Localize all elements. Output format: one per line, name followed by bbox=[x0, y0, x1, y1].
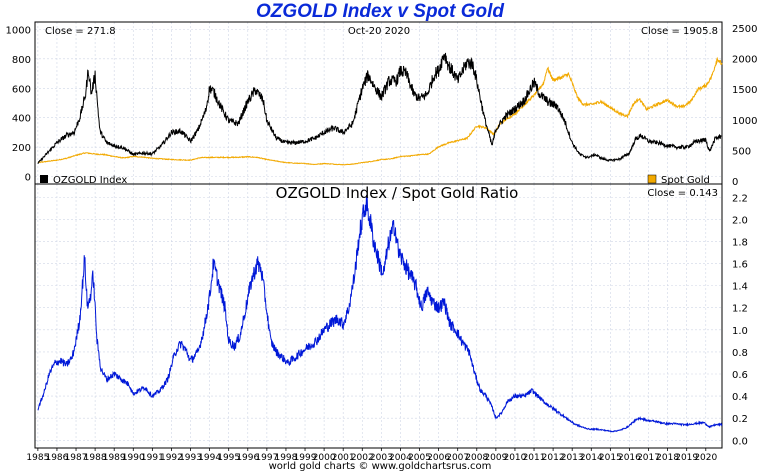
x-tick-label: 2013 bbox=[561, 453, 584, 463]
ratio-panel-title: OZGOLD Index / Spot Gold Ratio bbox=[276, 184, 519, 202]
x-tick-label: 1986 bbox=[45, 453, 68, 463]
bottom-tick-label: 2.0 bbox=[732, 215, 748, 226]
x-tick-label: 1987 bbox=[65, 453, 88, 463]
top-right-tick-label: 2000 bbox=[732, 55, 757, 66]
top-panel-grid bbox=[35, 22, 722, 184]
ozgold-legend-swatch bbox=[40, 175, 48, 183]
x-tick-label: 2011 bbox=[523, 453, 546, 463]
bottom-axis-ticks: 0.0 0.2 0.4 0.6 0.8 1.0 1.2 1.4 1.6 1.8 2.0 2.2 bbox=[732, 193, 748, 447]
top-left-tick-label: 400 bbox=[12, 114, 31, 125]
x-tick-label: 2020 bbox=[694, 453, 717, 463]
x-tick-label: 1993 bbox=[179, 453, 202, 463]
chart-date-label: Oct-20 2020 bbox=[348, 26, 410, 37]
x-tick-label: 2019 bbox=[675, 453, 698, 463]
bottom-tick-label: 1.0 bbox=[732, 326, 748, 337]
spot-gold-series-line bbox=[37, 56, 723, 166]
x-tick-label: 2015 bbox=[599, 453, 622, 463]
bottom-tick-label: 0.6 bbox=[732, 370, 748, 381]
bottom-tick-label: 1.4 bbox=[732, 282, 748, 293]
x-tick-label: 2007 bbox=[446, 453, 469, 463]
x-tick-label: 2003 bbox=[370, 453, 393, 463]
x-tick-label: 2000 bbox=[313, 453, 336, 463]
x-tick-label: 1990 bbox=[122, 453, 145, 463]
bottom-tick-label: 1.8 bbox=[732, 237, 748, 248]
x-tick-label: 2009 bbox=[484, 453, 507, 463]
x-tick-label: 2008 bbox=[465, 453, 488, 463]
top-left-tick-label: 0 bbox=[25, 173, 31, 184]
top-left-axis-ticks: 0 200 400 600 800 1000 bbox=[6, 25, 31, 183]
bottom-tick-label: 0.8 bbox=[732, 348, 748, 359]
bottom-tick-label: 0.2 bbox=[732, 414, 748, 425]
top-right-tick-label: 500 bbox=[732, 146, 751, 157]
bottom-tick-label: 0.0 bbox=[732, 436, 748, 447]
x-tick-label: 2012 bbox=[542, 453, 565, 463]
x-tick-label: 1996 bbox=[236, 453, 259, 463]
top-right-tick-label: 2500 bbox=[732, 24, 757, 35]
x-tick-label: 1998 bbox=[274, 453, 297, 463]
top-panel-frame bbox=[34, 21, 723, 185]
x-tick-label: 2002 bbox=[351, 453, 374, 463]
top-right-tick-label: 1500 bbox=[732, 85, 757, 96]
x-tick-label: 2018 bbox=[656, 453, 679, 463]
bottom-tick-label: 2.2 bbox=[732, 193, 748, 204]
x-tick-label: 2001 bbox=[332, 453, 355, 463]
chart-title: OZGOLD Index v Spot Gold bbox=[255, 1, 505, 22]
footer-credit: world gold charts © www.goldchartsrus.co… bbox=[268, 461, 492, 472]
top-right-tick-label: 0 bbox=[732, 177, 738, 188]
x-tick-label: 1988 bbox=[84, 453, 107, 463]
x-tick-label: 2010 bbox=[503, 453, 526, 463]
x-tick-label: 2014 bbox=[580, 453, 603, 463]
spot-gold-legend-swatch bbox=[647, 174, 657, 184]
top-left-tick-label: 1000 bbox=[6, 25, 31, 36]
x-axis-ticks: 1985198619871988198919901991199219931994… bbox=[26, 448, 718, 463]
bottom-panel-series bbox=[37, 195, 723, 433]
ratio-close-label: Close = 0.143 bbox=[647, 188, 718, 199]
x-tick-label: 2006 bbox=[427, 453, 450, 463]
x-tick-label: 2004 bbox=[389, 453, 412, 463]
x-tick-label: 1985 bbox=[26, 453, 49, 463]
x-tick-label: 1997 bbox=[255, 453, 278, 463]
x-tick-label: 1989 bbox=[103, 453, 126, 463]
bottom-tick-label: 0.4 bbox=[732, 392, 748, 403]
top-right-axis-ticks: 0 500 1000 1500 2000 2500 bbox=[732, 24, 757, 188]
x-tick-label: 2017 bbox=[637, 453, 660, 463]
ozgold-series-line bbox=[37, 52, 722, 165]
ratio-series-line bbox=[37, 195, 723, 433]
ozgold-legend-label: OZGOLD Index bbox=[53, 175, 127, 186]
spot-gold-legend-label: Spot Gold bbox=[661, 175, 710, 186]
bottom-tick-label: 1.6 bbox=[732, 260, 748, 271]
bottom-tick-label: 1.2 bbox=[732, 304, 748, 315]
top-left-tick-label: 600 bbox=[12, 84, 31, 95]
x-tick-label: 1999 bbox=[294, 453, 317, 463]
top-left-tick-label: 200 bbox=[12, 143, 31, 154]
x-tick-label: 1991 bbox=[141, 453, 164, 463]
ozgold-close-label: Close = 271.8 bbox=[45, 26, 116, 37]
top-right-tick-label: 1000 bbox=[732, 116, 757, 127]
x-tick-label: 2016 bbox=[618, 453, 641, 463]
spot-gold-close-label: Close = 1905.8 bbox=[641, 26, 718, 37]
bottom-panel-grid bbox=[35, 184, 722, 448]
x-tick-label: 1994 bbox=[198, 453, 221, 463]
top-panel-series bbox=[37, 52, 723, 166]
bottom-panel-frame bbox=[34, 183, 723, 449]
x-tick-label: 1995 bbox=[217, 453, 240, 463]
x-tick-label: 1992 bbox=[160, 453, 183, 463]
x-tick-label: 2005 bbox=[408, 453, 431, 463]
top-left-tick-label: 800 bbox=[12, 55, 31, 66]
